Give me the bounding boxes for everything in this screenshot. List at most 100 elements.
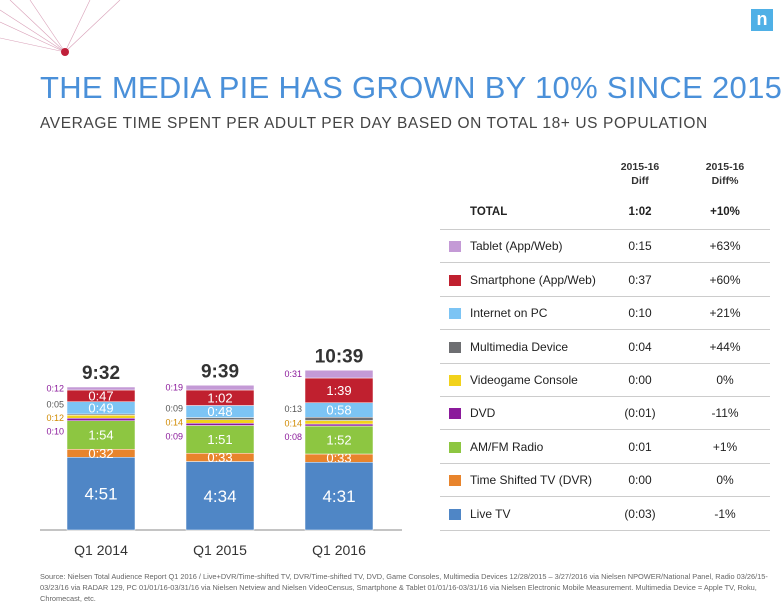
data-label: 0:49 (88, 400, 113, 415)
table-row: Tablet (App/Web) 0:15 +63% (440, 229, 770, 264)
row-diff: 0:00 (628, 373, 652, 387)
data-label: 0:33 (326, 451, 351, 466)
legend-swatch (449, 375, 461, 386)
table-row: Videogame Console 0:00 0% (440, 363, 770, 397)
bar-segment (304, 420, 374, 425)
row-label: Videogame Console (470, 373, 578, 387)
row-diff: 0:37 (628, 272, 652, 287)
table-row: Live TV (0:03) -1% (440, 497, 770, 531)
table-row: Multimedia Device 0:04 +44% (440, 330, 770, 364)
bar-segment (185, 385, 255, 391)
data-label: 0:58 (326, 403, 351, 418)
table-header-diff-line2: Diff (631, 175, 649, 187)
category-label: Q1 2014 (74, 542, 128, 558)
row-pct: +21% (709, 306, 741, 321)
bar-segment (185, 425, 255, 454)
data-label: 1:39 (326, 383, 351, 398)
table-header-pct-line1: 2015-16 (705, 161, 745, 173)
data-label: 0:14 (165, 418, 183, 428)
table-header-pct: 2015-16 Diff% (690, 160, 760, 188)
data-label: 0:19 (165, 383, 183, 393)
legend-swatch (449, 274, 461, 286)
row-pct: +44% (709, 339, 741, 354)
data-label: 4:31 (322, 487, 355, 506)
legend-swatch (449, 241, 461, 253)
legend-swatch (449, 475, 461, 487)
row-diff: (0:01) (624, 406, 656, 421)
bar-segment (185, 419, 255, 424)
source-note: Source: Nielsen Total Audience Report Q1… (40, 572, 768, 603)
data-label: 0:33 (207, 450, 232, 465)
bar-total-label: 10:39 (315, 346, 364, 367)
row-label: AM/FM Radio (470, 439, 544, 454)
bar-segment (304, 462, 374, 531)
row-diff: 0:04 (628, 339, 652, 354)
bar-segment (66, 418, 136, 421)
data-label: 0:12 (46, 413, 64, 423)
row-label: TOTAL (470, 206, 508, 218)
data-label: 0:12 (46, 384, 64, 394)
legend-swatch (449, 308, 461, 320)
bar-segment (66, 420, 136, 450)
data-label: 1:52 (326, 433, 351, 448)
bar-total-label: 9:32 (82, 363, 120, 384)
data-label: 1:02 (207, 390, 232, 405)
row-label: Live TV (470, 506, 511, 521)
row-diff: 0:01 (628, 439, 652, 454)
table-header-diff-line1: 2015-16 (620, 161, 660, 173)
table-row: Smartphone (App/Web) 0:37 +60% (440, 263, 770, 297)
table-row: AM/FM Radio 0:01 +1% (440, 430, 770, 464)
page-subtitle: AVERAGE TIME SPENT PER ADULT PER DAY BAS… (40, 115, 708, 132)
data-label: 0:13 (284, 404, 302, 414)
category-label: Q1 2016 (312, 542, 366, 558)
row-pct: 0% (716, 373, 734, 387)
data-label: 0:09 (165, 431, 183, 441)
row-label: Time Shifted TV (DVR) (470, 473, 593, 488)
bar-segment (304, 370, 374, 379)
row-diff: 1:02 (628, 206, 652, 218)
bar-total-label: 9:39 (201, 361, 239, 382)
data-label: 0:05 (46, 400, 64, 410)
data-label: 0:31 (284, 369, 302, 379)
data-label: 4:51 (84, 485, 117, 504)
row-pct: +63% (709, 239, 741, 254)
table-row: Internet on PC 0:10 +21% (440, 296, 770, 331)
bar-segment (185, 423, 255, 426)
row-label: DVD (470, 406, 496, 421)
row-label: Tablet (App/Web) (470, 239, 563, 254)
bar-segment (66, 457, 136, 531)
row-diff: 0:10 (628, 306, 652, 321)
row-pct: 0% (716, 473, 734, 488)
row-pct: +10% (710, 206, 740, 218)
data-label: 0:09 (165, 404, 183, 414)
row-label: Internet on PC (470, 306, 548, 321)
bar-segment (304, 377, 374, 403)
bar-segment (304, 425, 374, 455)
category-label: Q1 2015 (193, 542, 247, 558)
page-title: THE MEDIA PIE HAS GROWN BY 10% SINCE 201… (40, 70, 782, 105)
bar-segment (66, 386, 136, 391)
table-row: DVD (0:01) -11% (440, 396, 770, 431)
bar-segment (304, 417, 374, 421)
row-diff: 0:15 (628, 239, 652, 254)
legend-swatch (449, 508, 461, 520)
data-label: 0:10 (46, 427, 64, 437)
row-pct: -11% (711, 406, 739, 421)
legend-swatch (449, 341, 461, 353)
data-label: 0:08 (284, 432, 302, 442)
bar-segment (185, 461, 255, 531)
data-label: 1:51 (207, 432, 232, 447)
stacked-bar-chart: 4:510:321:540:100:120:05 0:490:470:129:32… (40, 346, 402, 558)
decorative-lines (0, 0, 121, 56)
legend-swatch (449, 408, 461, 420)
data-label: 0:47 (88, 388, 113, 403)
row-label: Smartphone (App/Web) (470, 272, 596, 287)
row-pct: +1% (712, 439, 738, 454)
data-label: 0:48 (207, 404, 232, 419)
data-label: 1:54 (88, 428, 113, 443)
table-row: Time Shifted TV (DVR) 0:00 0% (440, 463, 770, 498)
table-header-diff: 2015-16 Diff (605, 160, 675, 188)
row-diff: (0:03) (624, 506, 656, 521)
data-label: 0:14 (284, 418, 302, 428)
table-header-pct-line2: Diff% (711, 175, 739, 187)
